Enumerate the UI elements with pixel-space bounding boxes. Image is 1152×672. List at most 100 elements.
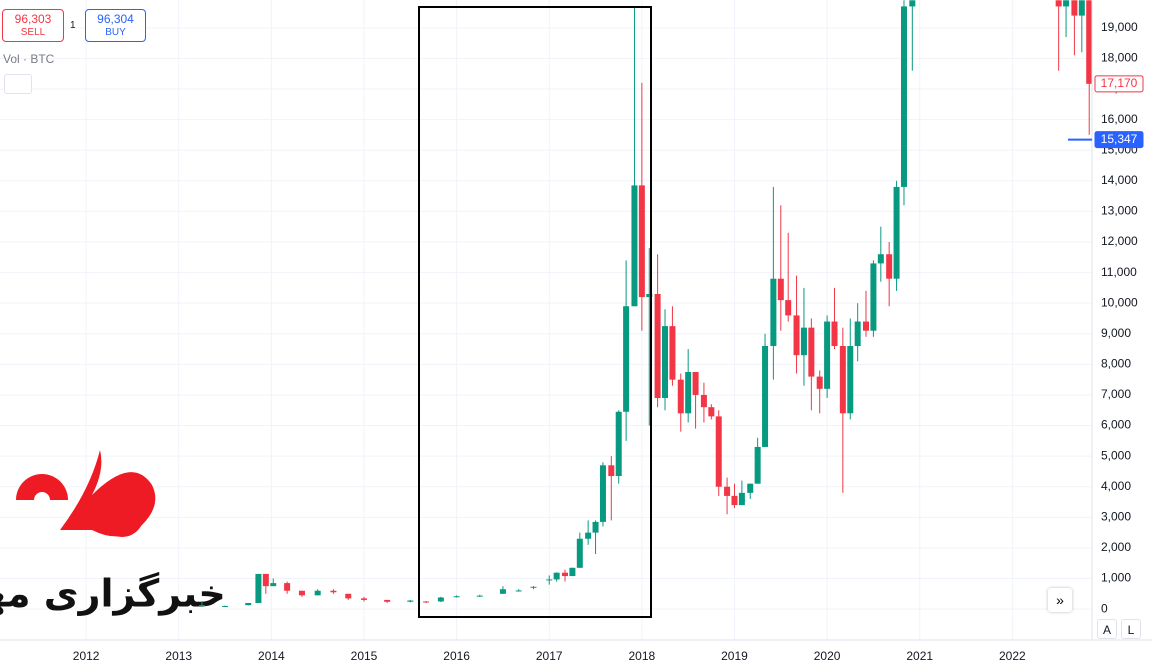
candle-body: [384, 599, 391, 602]
candle-body: [407, 600, 414, 602]
candle-body: [608, 465, 615, 477]
y-tick-label: 3,000: [1101, 509, 1131, 523]
x-tick-label: 2020: [814, 649, 841, 663]
candle-body: [762, 346, 769, 447]
watermark: خبرگزاری مهر: [0, 450, 226, 616]
candle-body: [1063, 0, 1070, 7]
candle-body: [553, 572, 560, 580]
candles: [198, 0, 1092, 608]
y-tick-label: 6,000: [1101, 418, 1131, 432]
candle-body: [662, 326, 669, 399]
scroll-button[interactable]: »: [1048, 588, 1072, 612]
y-tick-label: 0: [1101, 601, 1108, 615]
y-tick-label: 8,000: [1101, 357, 1131, 371]
candle-body: [546, 579, 553, 581]
candle-body: [638, 185, 645, 298]
candle-body: [700, 394, 707, 408]
volume-label: Vol · BTC: [3, 52, 55, 66]
candle-body: [561, 572, 568, 577]
y-tick-label: 7,000: [1101, 387, 1131, 401]
y-tick-label: 11,000: [1101, 265, 1137, 279]
candle-body: [900, 6, 907, 187]
candle-body: [623, 306, 630, 412]
sell-button[interactable]: 96,303 SELL: [2, 9, 64, 42]
candle-body: [731, 495, 738, 506]
x-tick-label: 2019: [721, 649, 748, 663]
y-tick-label: 19,000: [1101, 20, 1138, 34]
y-tick-label: 13,000: [1101, 204, 1138, 218]
y-tick-label: 4,000: [1101, 479, 1131, 493]
candle-body: [824, 321, 831, 389]
quantity: 1: [70, 20, 76, 31]
collapse-button[interactable]: [4, 74, 32, 94]
candle-body: [631, 185, 638, 307]
candle-body: [284, 583, 291, 591]
candle-body: [592, 521, 599, 533]
y-tick-label: 9,000: [1101, 326, 1131, 340]
candle-body: [569, 567, 576, 577]
candle-body: [893, 186, 900, 279]
candle-body: [499, 589, 506, 594]
x-tick-label: 2016: [443, 649, 470, 663]
y-axis-area: [1092, 0, 1152, 672]
candle-body: [685, 372, 692, 414]
candle-body: [270, 583, 277, 587]
buy-button[interactable]: 96,304 BUY: [85, 9, 146, 42]
candle-body: [1078, 0, 1085, 16]
candle-body: [738, 492, 745, 506]
candle-body: [345, 593, 352, 599]
candle-body: [646, 293, 653, 298]
buy-label: BUY: [105, 27, 126, 38]
log-scale-button[interactable]: L: [1121, 619, 1141, 639]
y-tick-label: 2,000: [1101, 540, 1131, 554]
candle-body: [777, 278, 784, 301]
candle-body: [909, 0, 916, 7]
sell-price: 96,303: [14, 12, 52, 26]
candle-body: [669, 326, 676, 380]
candle-body: [800, 327, 807, 356]
x-axis-area: [0, 640, 1152, 672]
candle-body: [453, 596, 460, 598]
y-tick-label: 10,000: [1101, 295, 1138, 309]
price-label-box: [1094, 75, 1144, 93]
buy-price: 96,304: [97, 12, 134, 26]
y-tick-label: 16,000: [1101, 112, 1138, 126]
candle-body: [770, 278, 777, 347]
x-tick-label: 2015: [351, 649, 378, 663]
candle-body: [437, 597, 444, 602]
x-tick-label: 2012: [73, 649, 100, 663]
candle-body: [599, 465, 606, 522]
candle-body: [708, 407, 715, 417]
y-tick-label: 12,000: [1101, 234, 1138, 248]
highlight-box: [418, 6, 652, 618]
candle-body: [1055, 0, 1062, 7]
candle-body: [754, 446, 761, 484]
auto-scale-button[interactable]: A: [1097, 619, 1117, 639]
candle-body: [361, 598, 367, 600]
candle-body: [1086, 0, 1092, 84]
candle-body: [198, 605, 205, 607]
sell-label: SELL: [20, 27, 46, 38]
candle-body: [245, 602, 252, 606]
logo-shape: [60, 450, 156, 537]
candle-body: [816, 376, 823, 389]
y-tick-label: 5,000: [1101, 448, 1131, 462]
candle-body: [530, 586, 537, 588]
candle-body: [715, 416, 722, 487]
candle-body: [793, 315, 800, 356]
candle-body: [839, 346, 846, 414]
candle-body: [677, 379, 684, 414]
x-tick-label: 2022: [999, 649, 1026, 663]
candle-body: [692, 372, 699, 395]
candle-body: [255, 573, 262, 603]
candle-body: [423, 601, 430, 603]
watermark-text: خبرگزاری مهر: [0, 572, 226, 616]
candle-body: [747, 483, 754, 493]
price-label-box: [1094, 131, 1144, 149]
candle-body: [847, 346, 854, 414]
candle-body: [724, 486, 731, 496]
candle-body: [222, 606, 229, 608]
candle-body: [863, 321, 870, 331]
